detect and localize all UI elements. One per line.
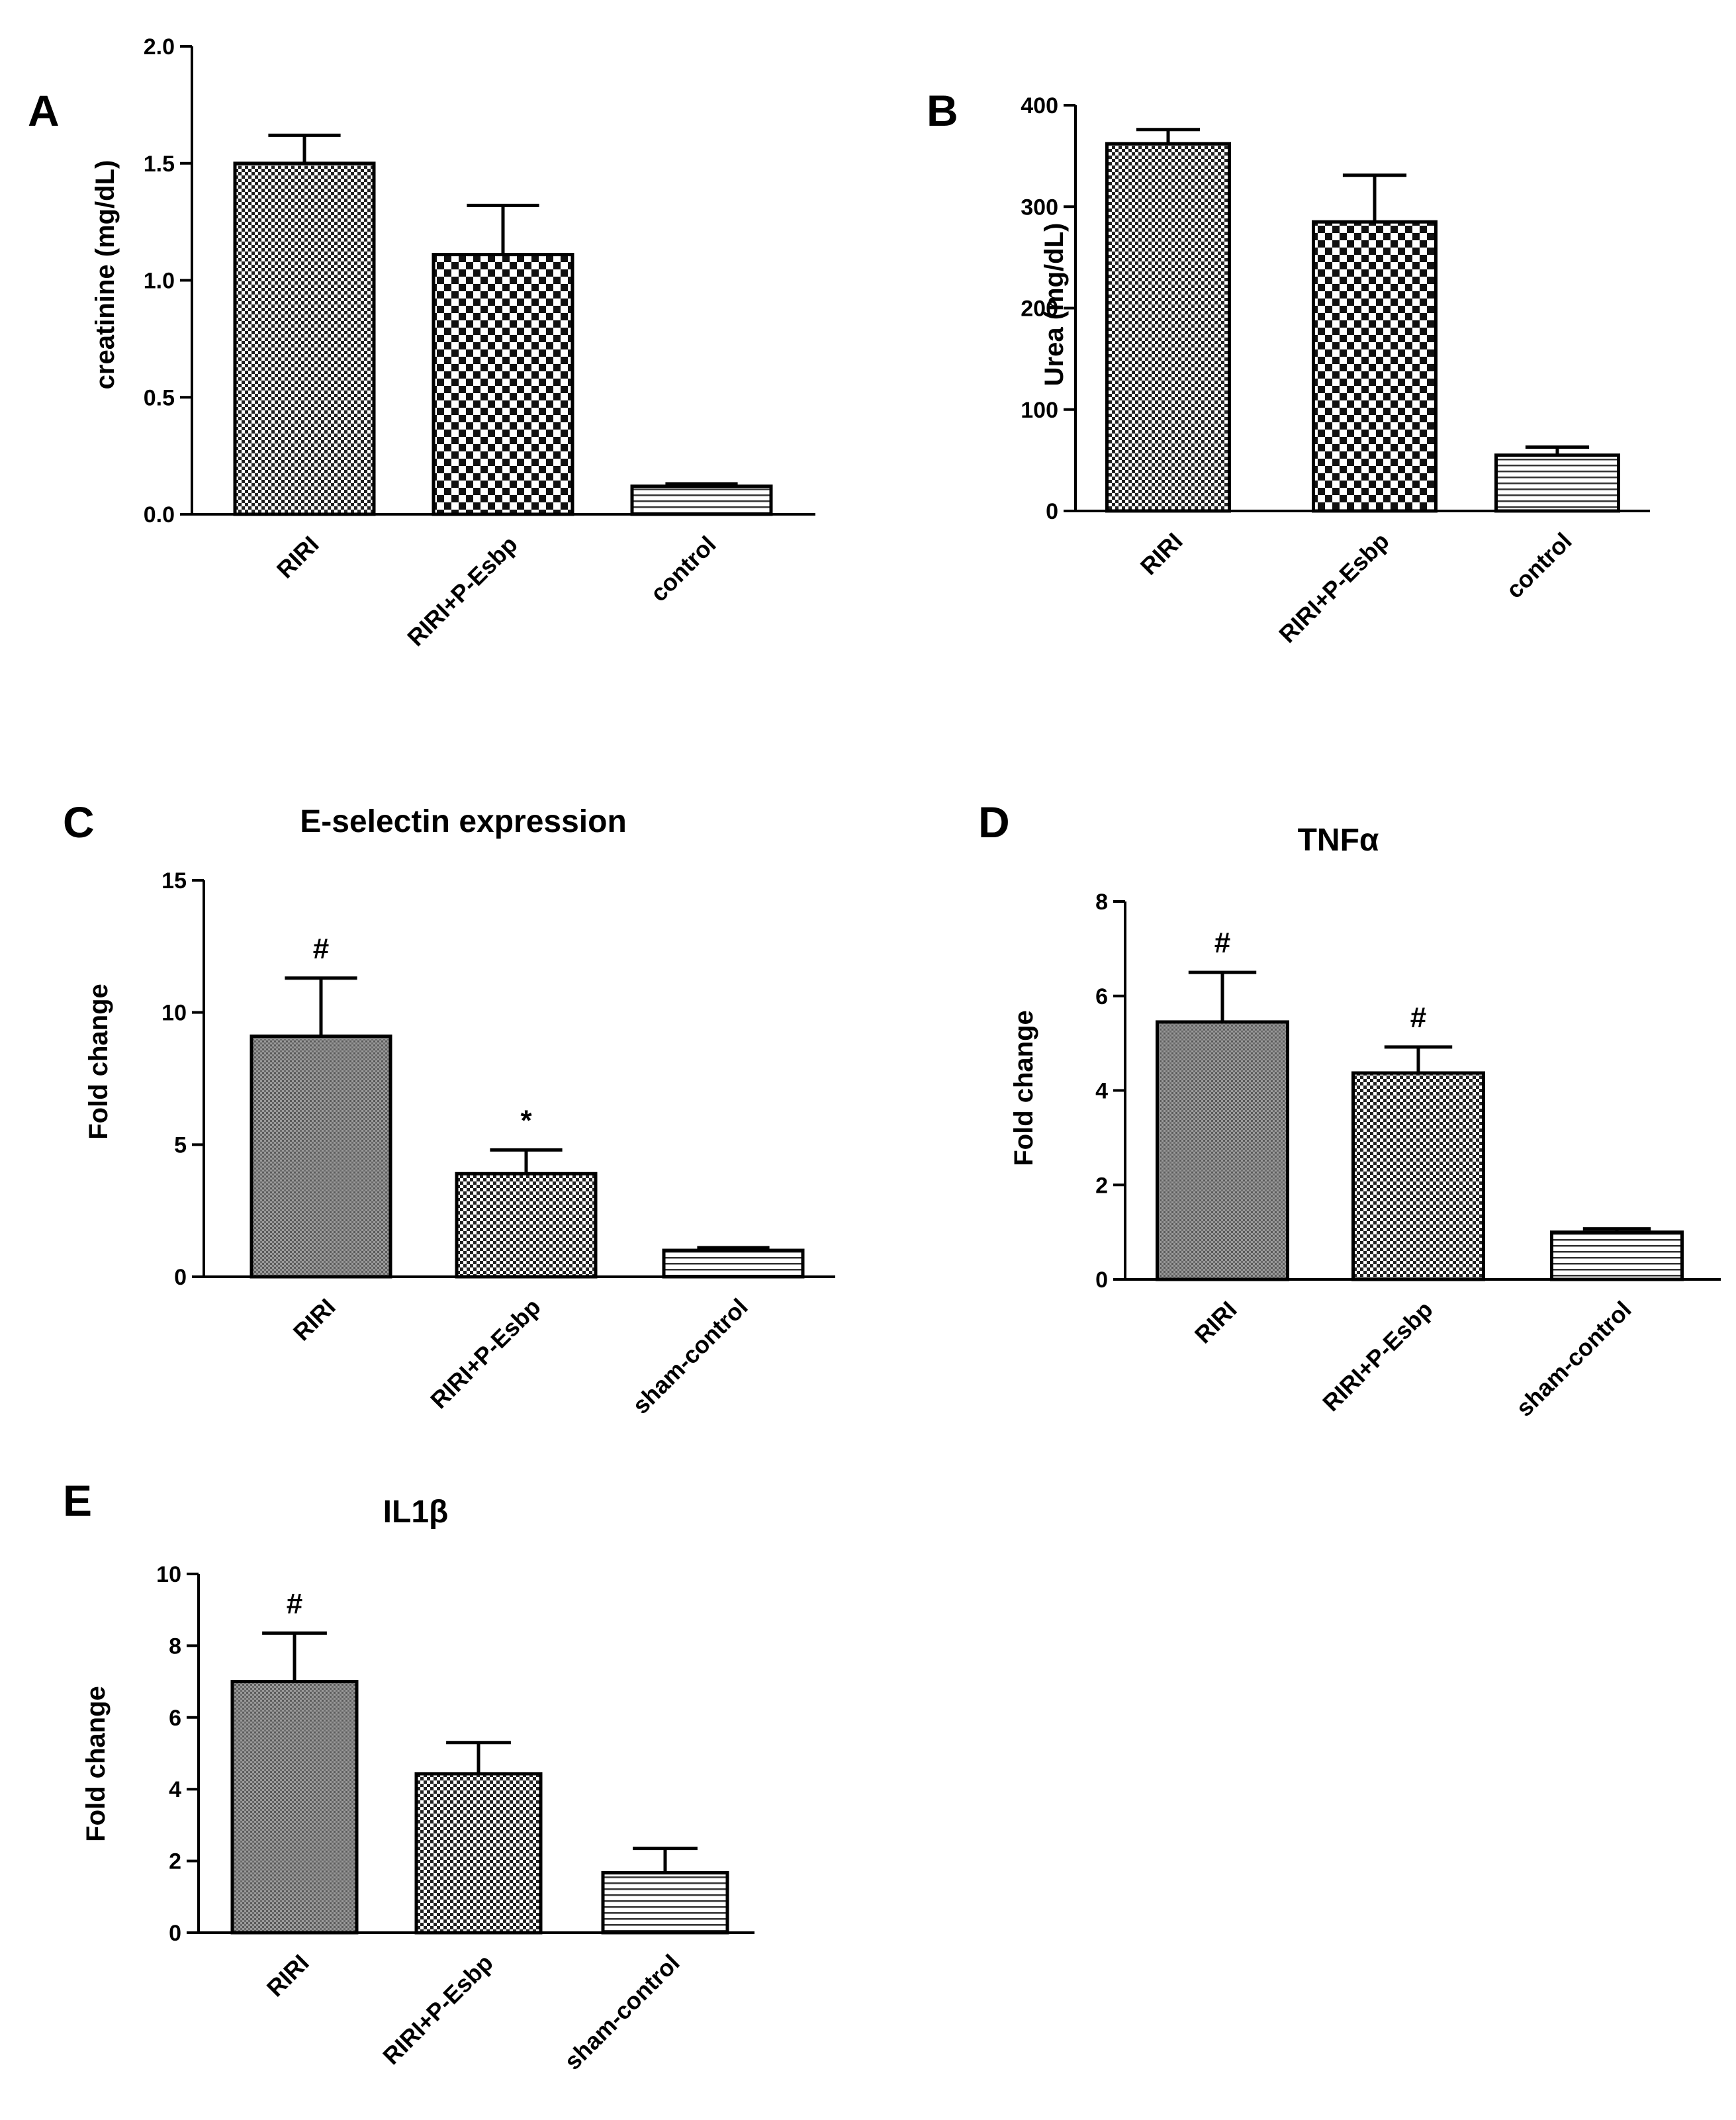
panel-c: C E-selectin expression Fold change <box>63 798 627 1140</box>
panel-d-plot: 0 2 4 6 8 # RIRI # RIRI+P-Esbp sham-control <box>1095 890 1721 1422</box>
panel-c-bar <box>455 1172 598 1279</box>
panel-b-y-axis-label: Urea (mg/dL) <box>1040 223 1069 387</box>
panel-c-category-label: RIRI+P-Esbp <box>425 1293 545 1414</box>
panel-a-y-tick-label: 1.0 <box>144 269 175 294</box>
panel-c-category-label: RIRI <box>288 1293 341 1346</box>
panel-a-y-tick-label: 0.0 <box>144 502 175 528</box>
panel-c-significance-mark: # <box>313 933 329 965</box>
panel-c-category-label: sham-control <box>627 1293 753 1419</box>
panel-d-bar <box>1550 1230 1684 1281</box>
panel-a-bar <box>432 253 574 516</box>
panel-a-category-label: RIRI <box>271 531 324 584</box>
panel-d-title: TNFα <box>1298 823 1379 858</box>
panel-e-title: IL1β <box>383 1495 449 1530</box>
panel-c-letter: C <box>63 798 95 847</box>
panel-d-significance-mark: # <box>1214 927 1230 959</box>
panel-c-significance-mark: * <box>520 1104 532 1136</box>
panel-c-bar <box>662 1248 805 1279</box>
panel-a-y-tick-label: 2.0 <box>144 34 175 60</box>
panel-d-bar <box>1156 1020 1289 1281</box>
panel-e-y-tick-label: 2 <box>169 1849 181 1874</box>
panel-c-y-tick-label: 5 <box>174 1132 187 1158</box>
panel-e-bar <box>230 1680 359 1935</box>
panel-e-y-tick-label: 4 <box>169 1777 181 1802</box>
panel-b-bar <box>1105 142 1231 513</box>
panel-a-y-tick-label: 0.5 <box>144 385 175 410</box>
panel-e-plot: 0 2 4 6 8 10 # RIRI RIRI+P-Esbp sham-control <box>156 1562 754 2075</box>
panel-d-category-label: RIRI <box>1189 1296 1242 1349</box>
panel-a-bar <box>233 161 376 516</box>
panel-a-y-tick-label: 1.5 <box>144 152 175 177</box>
panel-d-letter: D <box>978 798 1010 847</box>
panel-b-plot: 0 100 200 300 400 RIRI RIRI+P-Esbp control <box>1021 93 1650 648</box>
panel-b-bar <box>1312 220 1438 513</box>
panel-d-y-tick-label: 2 <box>1095 1173 1108 1198</box>
panel-c-plot: 0 5 10 15 # RIRI * RIRI+P-Esbp sham-control <box>161 868 835 1419</box>
panel-e-y-tick-label: 0 <box>169 1921 181 1946</box>
panel-a-category-label: RIRI+P-Esbp <box>402 531 522 651</box>
panel-e-y-tick-label: 8 <box>169 1634 181 1659</box>
panel-c-y-tick-label: 10 <box>161 1001 187 1026</box>
panel-a-letter: A <box>28 86 60 135</box>
panel-b: B Urea (mg/dL) <box>927 86 1069 386</box>
panel-c-bar <box>250 1035 392 1279</box>
panel-d-y-tick-label: 8 <box>1095 890 1108 915</box>
panel-e-y-axis-label: Fold change <box>81 1686 111 1842</box>
panel-d-category-label: sham-control <box>1510 1296 1636 1422</box>
panel-d: D TNFα Fold change <box>978 798 1379 1166</box>
panel-b-letter: B <box>927 86 958 135</box>
panel-b-y-tick-label: 200 <box>1021 297 1058 322</box>
panel-e-significance-mark: # <box>287 1587 302 1620</box>
panel-d-y-tick-label: 4 <box>1095 1079 1108 1104</box>
panel-e-category-label: sham-control <box>559 1949 684 2075</box>
panel-d-y-tick-label: 6 <box>1095 984 1108 1009</box>
panel-c-y-tick-label: 0 <box>174 1265 187 1290</box>
panel-d-category-label: RIRI+P-Esbp <box>1317 1296 1438 1416</box>
panel-e-y-tick-label: 6 <box>169 1706 181 1731</box>
panel-e-category-label: RIRI+P-Esbp <box>377 1949 498 2070</box>
panel-a: A creatinine (mg/dL) <box>28 86 120 389</box>
panel-c-y-axis-label: Fold change <box>84 984 113 1140</box>
panel-d-y-tick-label: 0 <box>1095 1267 1108 1293</box>
panel-e: E IL1β Fold change <box>63 1476 448 1842</box>
panel-b-y-tick-label: 300 <box>1021 195 1058 220</box>
panel-d-y-axis-label: Fold change <box>1009 1010 1038 1166</box>
panel-a-bar <box>630 484 773 516</box>
panel-b-category-label: RIRI+P-Esbp <box>1273 528 1394 648</box>
panel-d-bar <box>1351 1071 1485 1281</box>
panel-b-y-tick-label: 400 <box>1021 93 1058 118</box>
panel-b-category-label: control <box>1500 528 1576 604</box>
panel-e-category-label: RIRI <box>261 1949 314 2002</box>
panel-b-category-label: RIRI <box>1135 528 1188 580</box>
panel-c-title: E-selectin expression <box>300 804 627 839</box>
panel-b-bar <box>1494 453 1620 513</box>
panel-e-letter: E <box>63 1476 92 1525</box>
panel-a-plot: 0.0 0.5 1.0 1.5 2.0 RIRI RIRI+P-Esbp control <box>144 34 815 651</box>
panel-e-bar <box>414 1772 543 1935</box>
panel-d-significance-mark: # <box>1410 1001 1426 1034</box>
panel-e-bar <box>601 1870 729 1935</box>
panel-e-y-tick-label: 10 <box>156 1562 181 1587</box>
panel-b-y-tick-label: 100 <box>1021 398 1058 423</box>
panel-a-y-axis-label: creatinine (mg/dL) <box>91 160 120 390</box>
panel-b-y-tick-label: 0 <box>1046 499 1058 524</box>
panel-c-y-tick-label: 15 <box>161 868 187 894</box>
panel-a-category-label: control <box>645 531 721 607</box>
